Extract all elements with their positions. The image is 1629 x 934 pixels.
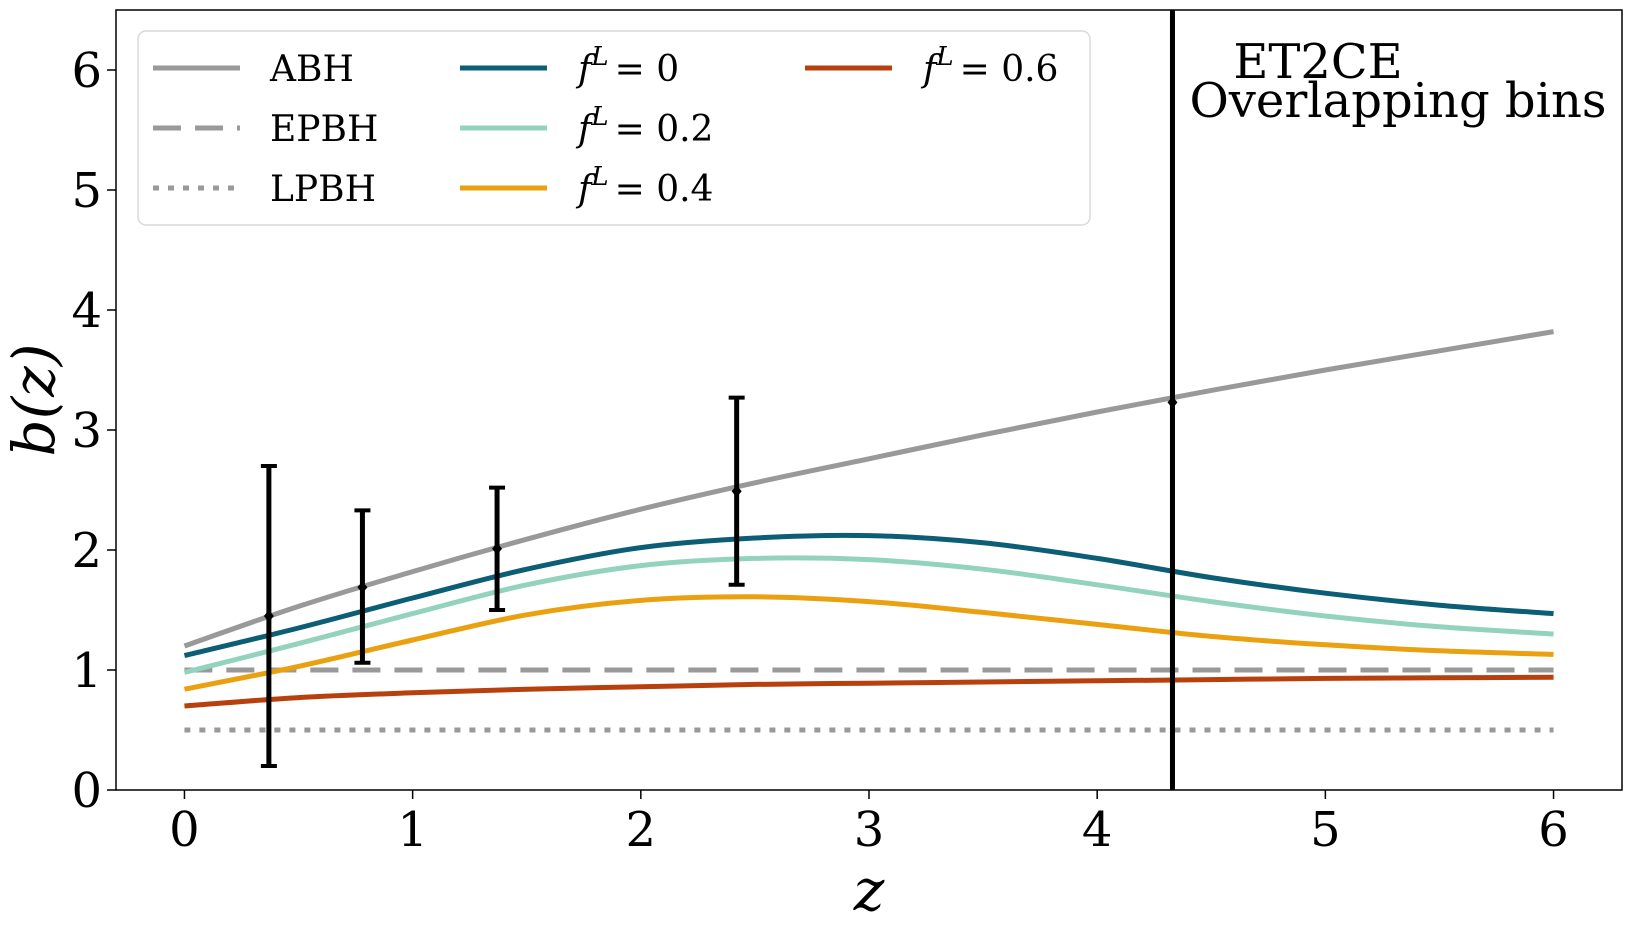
- legend-box: [137, 30, 1091, 226]
- x-tick-label-3: 3: [854, 802, 885, 858]
- x-tick-label-5: 5: [1310, 802, 1341, 858]
- ticks-layer: 0 1 2 3 4 5 6 0 1 2 3 4 5 6: [71, 43, 1568, 858]
- series-line-abh: [183, 329, 1554, 649]
- legend-label-lpbh: LPBH: [270, 169, 376, 210]
- legend-label-epbh: EPBH: [270, 109, 378, 150]
- annotation-line-2: Overlapping bins: [1189, 73, 1606, 129]
- legend-label-f-l-0: fL = 0: [575, 42, 679, 90]
- y-tick-label-3: 3: [71, 403, 102, 459]
- y-tick-label-5: 5: [71, 163, 102, 219]
- y-axis-label: b(z): [0, 344, 68, 457]
- series-line-f-l-0-6: [184, 674, 1554, 709]
- series-line-f-l-0-4: [183, 594, 1554, 692]
- series-layer: [183, 10, 1554, 790]
- annotation-line-1: ET2CE: [1233, 34, 1402, 90]
- x-tick-label-2: 2: [626, 802, 657, 858]
- errorbar-layer: [260, 10, 1178, 790]
- series-line-f-l-0: [183, 532, 1554, 659]
- legend-label-f-l-0-2: fL = 0.2: [575, 102, 713, 150]
- y-tick-label-0: 0: [71, 763, 102, 819]
- data-point-5: [1167, 396, 1178, 409]
- y-tick-label-6: 6: [71, 43, 102, 99]
- data-point-4: [731, 485, 742, 498]
- series-line-f-l-0-2: [183, 555, 1554, 675]
- x-axis-label: z: [853, 856, 885, 924]
- data-point-2: [357, 581, 368, 594]
- x-tick-label-4: 4: [1082, 802, 1113, 858]
- legend-label-f-l-0-4: fL = 0.4: [575, 162, 713, 210]
- data-point-3: [492, 542, 503, 555]
- x-tick-label-1: 1: [397, 802, 428, 858]
- y-tick-label-2: 2: [71, 523, 102, 579]
- y-tick-label-1: 1: [71, 643, 102, 699]
- x-tick-label-0: 0: [169, 802, 200, 858]
- legend-label-abh: ABH: [269, 49, 354, 90]
- x-tick-label-6: 6: [1538, 802, 1569, 858]
- y-tick-label-4: 4: [71, 283, 102, 339]
- data-point-1: [263, 610, 274, 622]
